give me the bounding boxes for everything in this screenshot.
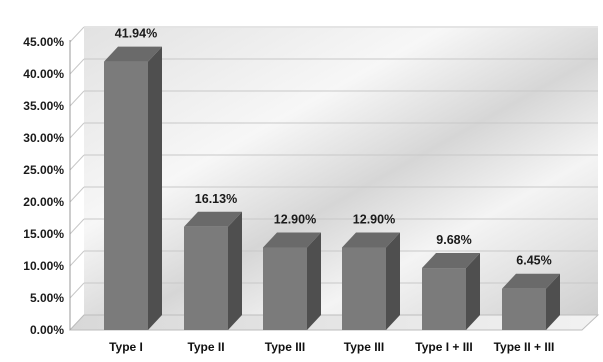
data-label: 12.90% [353, 212, 395, 226]
y-axis-ticks: 0.00% 5.00% 10.00% 15.00% 20.00% 25.00% 30.00%… [23, 35, 64, 337]
x-tick-label: Type I [109, 340, 143, 354]
gridline-side [69, 282, 85, 299]
category-labels: Type I Type II Type III Type III Type I + II… [109, 340, 554, 354]
bar-front [422, 268, 466, 330]
y-tick-label: 45.00% [23, 35, 64, 49]
gridline-side [69, 186, 85, 203]
y-tick-label: 0.00% [30, 323, 64, 337]
y-tick-label: 10.00% [23, 259, 64, 273]
x-tick-label: Type III [265, 340, 305, 354]
bar [184, 211, 242, 330]
bars [104, 46, 560, 331]
bar-front [342, 247, 386, 330]
data-label: 6.45% [516, 254, 551, 268]
y-tick-label: 20.00% [23, 195, 64, 209]
bar-side [148, 46, 162, 331]
y-tick-label: 5.00% [30, 291, 64, 305]
x-tick-label: Type III [344, 340, 384, 354]
bar-side [546, 273, 560, 330]
bar [422, 253, 480, 330]
data-labels: 41.94% 16.13% 12.90% 12.90% 9.68% 6.45% [115, 27, 552, 268]
data-label: 12.90% [274, 212, 316, 226]
bar [104, 46, 162, 331]
bar-top [104, 46, 162, 62]
bar-top [184, 211, 242, 227]
gridlines [69, 26, 598, 331]
gridline-side [69, 218, 85, 235]
x-tick-label: Type I + III [415, 340, 472, 354]
y-tick-label: 15.00% [23, 227, 64, 241]
bar-top [502, 273, 560, 289]
y-tick-label: 25.00% [23, 163, 64, 177]
gridline-side [69, 90, 85, 107]
gridline-side [69, 154, 85, 171]
bar-front [263, 247, 307, 330]
bar-top [342, 232, 400, 248]
bar-top [422, 253, 480, 269]
bar-side [386, 232, 400, 330]
bar-side [228, 211, 242, 330]
bar-side [466, 253, 480, 330]
x-tick-label: Type II [187, 340, 224, 354]
bar [263, 232, 321, 330]
bar-front [184, 226, 228, 330]
data-label: 9.68% [436, 233, 471, 247]
bar [342, 232, 400, 330]
y-tick-label: 30.00% [23, 131, 64, 145]
data-label: 41.94% [115, 27, 157, 41]
bar-side [307, 232, 321, 330]
x-tick-label: Type II + III [494, 340, 555, 354]
y-tick-label: 35.00% [23, 99, 64, 113]
y-tick-label: 40.00% [23, 67, 64, 81]
gridline-side [69, 58, 85, 75]
bar-front [502, 288, 546, 330]
bar [502, 273, 560, 330]
bar-front [104, 61, 148, 331]
gridline-side [69, 250, 85, 267]
gridline-side [69, 122, 85, 139]
bar-top [263, 232, 321, 248]
data-label: 16.13% [195, 192, 237, 206]
gridline-side [69, 26, 85, 43]
